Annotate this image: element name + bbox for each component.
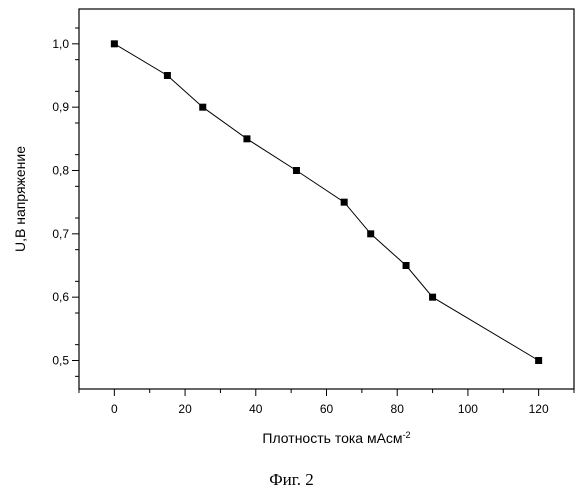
x-tick-label: 80 xyxy=(391,402,405,416)
y-tick-label: 0,6 xyxy=(52,290,69,304)
data-point xyxy=(403,262,410,269)
x-tick-label: 0 xyxy=(111,402,118,416)
x-axis-label-superscript: -2 xyxy=(403,430,411,440)
data-point xyxy=(429,294,436,301)
y-tick-label: 0,7 xyxy=(52,227,69,241)
ticks xyxy=(72,28,574,396)
y-tick-label: 1,0 xyxy=(52,37,69,51)
x-tick-label: 100 xyxy=(458,402,478,416)
series-line xyxy=(114,44,538,361)
y-tick-label: 0,9 xyxy=(52,100,69,114)
y-tick-label: 0,5 xyxy=(52,354,69,368)
data-point xyxy=(367,230,374,237)
data-point xyxy=(111,40,118,47)
tick-labels: 0 20 40 60 80 100 120 0,5 0,6 0,7 0,8 0,9 1,0 xyxy=(52,37,549,416)
x-axis-label-text: Плотность тока мАсм xyxy=(262,430,402,446)
x-tick-label: 20 xyxy=(178,402,192,416)
data-point xyxy=(341,199,348,206)
x-tick-label: 120 xyxy=(529,402,549,416)
x-axis-label: Плотность тока мАсм-2 xyxy=(262,430,410,446)
y-axis-label: U,B напряжение xyxy=(12,146,28,252)
series xyxy=(111,40,542,364)
data-point xyxy=(164,72,171,79)
data-point xyxy=(243,135,250,142)
data-point xyxy=(535,357,542,364)
figure-caption: Фиг. 2 xyxy=(0,470,583,490)
plot-frame xyxy=(79,9,574,389)
y-tick-label: 0,8 xyxy=(52,164,69,178)
data-point xyxy=(199,104,206,111)
x-tick-label: 60 xyxy=(320,402,334,416)
axes xyxy=(79,9,574,389)
x-tick-label: 40 xyxy=(249,402,263,416)
chart: 0 20 40 60 80 100 120 0,5 0,6 0,7 0,8 0,9 1,0 Плотно… xyxy=(0,0,583,465)
data-point xyxy=(293,167,300,174)
